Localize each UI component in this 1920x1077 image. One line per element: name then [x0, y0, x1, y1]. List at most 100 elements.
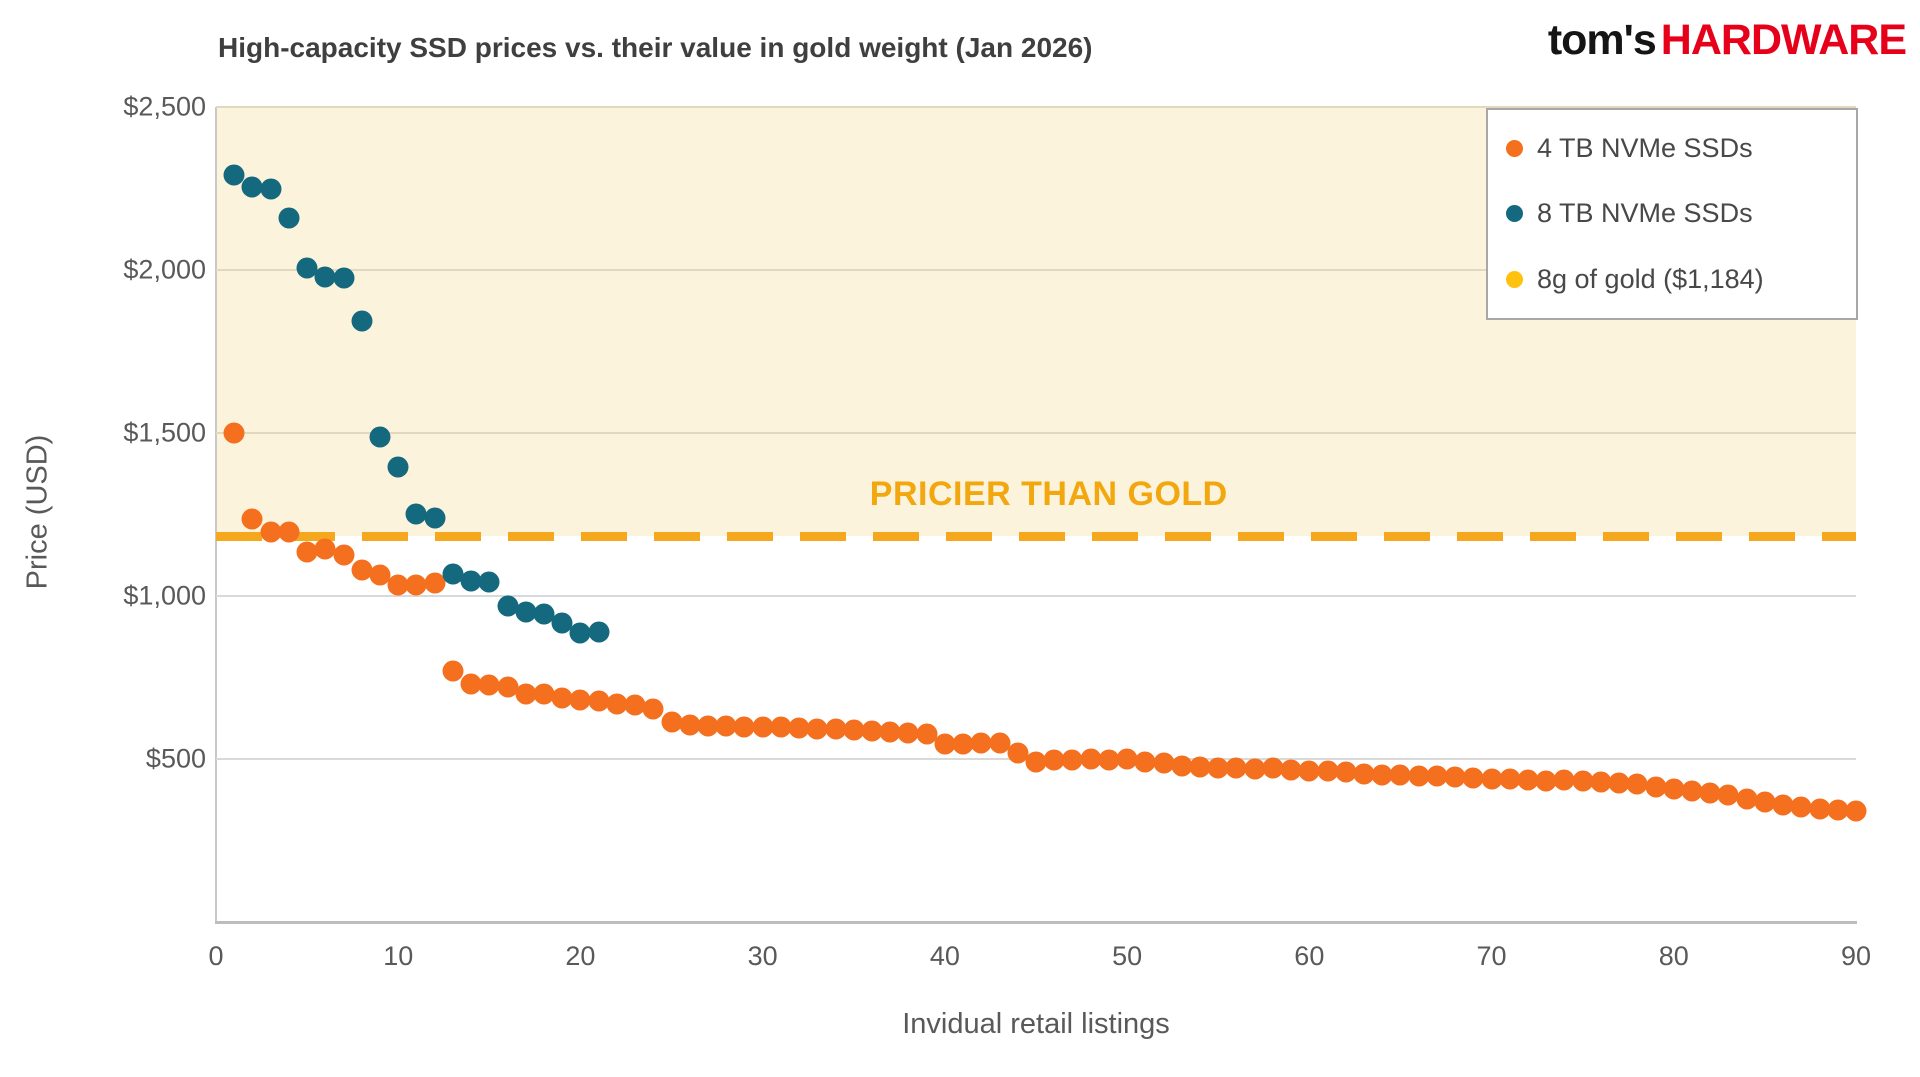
- data-point-4tb: [497, 676, 519, 698]
- data-point-4tb: [1389, 764, 1411, 786]
- data-point-8tb: [296, 257, 318, 279]
- data-point-4tb: [661, 711, 683, 732]
- data-point-4tb: [369, 564, 391, 586]
- data-point-4tb: [1080, 748, 1102, 770]
- gold-reference-line: [216, 532, 1856, 542]
- data-point-8tb: [223, 164, 245, 186]
- data-point-4tb: [551, 687, 573, 709]
- data-point-4tb: [296, 541, 318, 563]
- x-axis-title: Invidual retail listings: [902, 1008, 1170, 1040]
- data-point-8tb: [278, 207, 300, 229]
- gridline-2500: [216, 106, 1856, 108]
- data-point-4tb: [989, 732, 1011, 754]
- data-point-8tb: [515, 601, 537, 623]
- data-point-4tb: [897, 722, 919, 744]
- data-point-4tb: [952, 733, 974, 755]
- data-point-8tb: [497, 595, 519, 617]
- data-point-8tb: [424, 507, 446, 529]
- data-point-4tb: [1371, 764, 1393, 786]
- data-point-4tb: [1025, 751, 1047, 773]
- data-point-4tb: [1663, 778, 1685, 800]
- y-tick-label-2500: $2,500: [123, 91, 206, 122]
- data-point-4tb: [442, 660, 464, 682]
- data-point-8tb: [241, 176, 263, 198]
- data-point-4tb: [351, 559, 373, 581]
- data-point-4tb: [424, 572, 446, 594]
- data-point-4tb: [1408, 765, 1430, 787]
- data-point-4tb: [533, 683, 555, 705]
- data-point-4tb: [1207, 757, 1229, 779]
- legend-label-8tb: 8 TB NVMe SSDs: [1537, 198, 1753, 229]
- data-point-4tb: [387, 574, 409, 596]
- data-point-4tb: [1171, 755, 1193, 777]
- data-point-4tb: [1736, 788, 1758, 810]
- data-point-4tb: [1335, 761, 1357, 783]
- data-point-4tb: [1754, 791, 1776, 813]
- data-point-8tb: [314, 266, 336, 288]
- data-point-8tb: [351, 310, 373, 332]
- x-tick-label-30: 30: [747, 941, 778, 971]
- data-point-4tb: [1553, 769, 1575, 791]
- data-point-8tb: [333, 267, 355, 289]
- data-point-4tb: [1462, 767, 1484, 789]
- data-point-4tb: [1098, 749, 1120, 771]
- data-point-4tb: [333, 544, 355, 566]
- data-point-4tb: [460, 673, 482, 695]
- data-point-4tb: [861, 720, 883, 742]
- data-point-8tb: [387, 456, 409, 478]
- data-point-4tb: [606, 693, 628, 715]
- y-axis-line: [215, 107, 217, 922]
- data-point-8tb: [369, 426, 391, 448]
- data-point-4tb: [733, 716, 755, 738]
- data-point-4tb: [934, 733, 956, 755]
- y-tick-label-2000: $2,000: [123, 254, 206, 285]
- data-point-4tb: [1317, 760, 1339, 782]
- data-point-4tb: [278, 521, 300, 543]
- data-point-4tb: [1572, 770, 1594, 792]
- legend-label-4tb: 4 TB NVMe SSDs: [1537, 133, 1753, 164]
- data-point-4tb: [1116, 748, 1138, 770]
- x-tick-label-80: 80: [1658, 941, 1689, 971]
- data-point-8tb: [533, 603, 555, 625]
- data-point-4tb: [1699, 782, 1721, 804]
- data-point-8tb: [478, 571, 500, 593]
- legend-dot-gold-icon: [1506, 270, 1523, 288]
- data-point-4tb: [1626, 773, 1648, 795]
- data-point-4tb: [1772, 794, 1794, 816]
- data-point-4tb: [1262, 757, 1284, 779]
- data-point-8tb: [405, 503, 427, 525]
- data-point-4tb: [1043, 749, 1065, 771]
- data-point-4tb: [879, 721, 901, 743]
- data-point-4tb: [1189, 756, 1211, 778]
- data-point-4tb: [569, 689, 591, 711]
- data-point-4tb: [1809, 798, 1831, 820]
- data-point-4tb: [642, 698, 664, 720]
- data-point-4tb: [679, 714, 701, 736]
- legend-item-4tb: 4 TB NVMe SSDs: [1488, 133, 1856, 164]
- data-point-4tb: [1827, 799, 1849, 821]
- data-point-4tb: [843, 719, 865, 741]
- x-tick-label-50: 50: [1112, 941, 1143, 971]
- data-point-8tb: [588, 621, 610, 643]
- data-point-4tb: [825, 718, 847, 740]
- legend-dot-4tb-icon: [1506, 140, 1523, 158]
- data-point-4tb: [1645, 776, 1667, 798]
- data-point-4tb: [1590, 771, 1612, 793]
- data-point-4tb: [715, 715, 737, 737]
- data-point-4tb: [1790, 796, 1812, 818]
- data-point-4tb: [770, 716, 792, 738]
- data-point-4tb: [1481, 768, 1503, 790]
- data-point-4tb: [806, 718, 828, 740]
- data-point-4tb: [624, 694, 646, 716]
- data-point-4tb: [1280, 759, 1302, 781]
- data-point-8tb: [260, 178, 282, 199]
- data-point-4tb: [260, 521, 282, 543]
- data-point-4tb: [588, 690, 610, 712]
- legend-label-gold: 8g of gold ($1,184): [1537, 263, 1764, 294]
- gridline-2000: [216, 269, 1856, 271]
- data-point-4tb: [1225, 757, 1247, 779]
- gridline-1000: [216, 595, 1856, 597]
- data-point-4tb: [916, 723, 938, 745]
- toms-hardware-logo: tom's HARDWARE: [1548, 16, 1907, 65]
